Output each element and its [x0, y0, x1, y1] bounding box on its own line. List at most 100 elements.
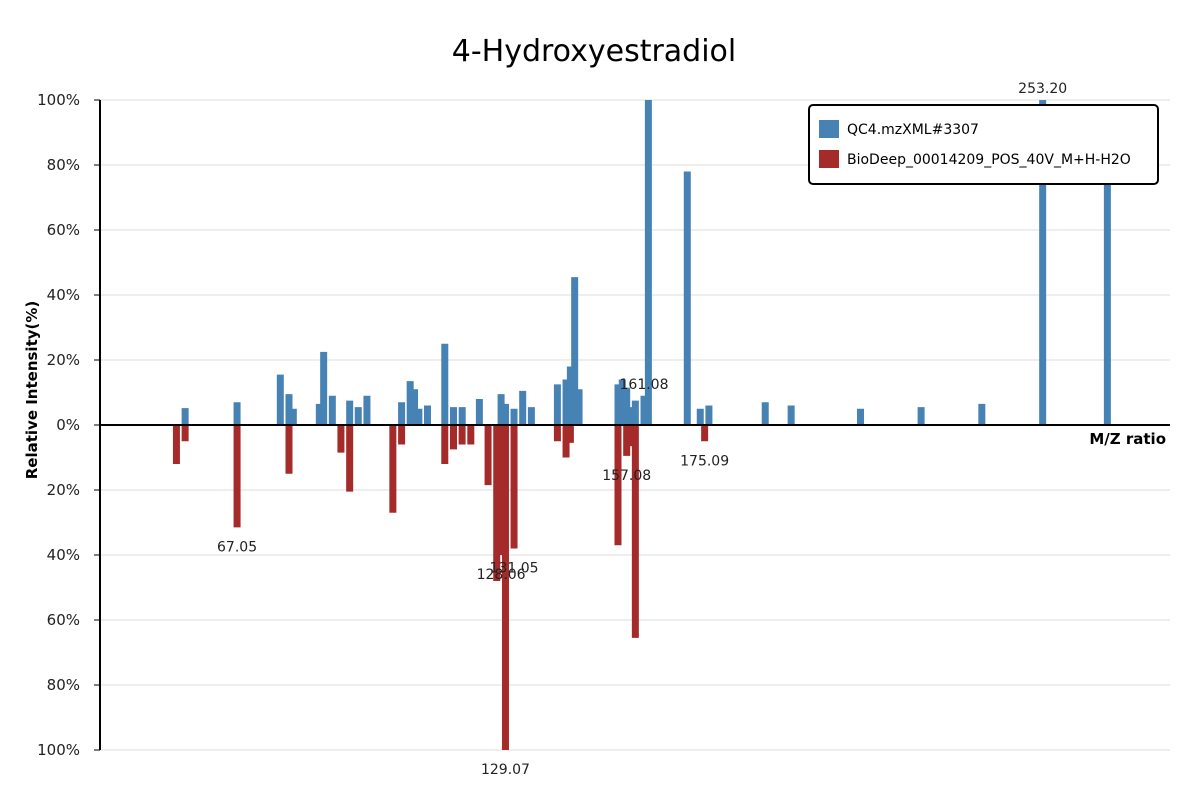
peak-label: 131.05: [490, 561, 539, 577]
bar-qc4: [614, 384, 622, 425]
bar-biodeep: [497, 425, 505, 555]
chart-title: 4-Hydroxyestradiol: [452, 34, 737, 69]
bar-qc4: [527, 407, 535, 425]
bar-qc4: [705, 405, 713, 425]
bar-qc4: [519, 390, 527, 425]
bar-qc4: [575, 389, 583, 425]
bar-biodeep: [701, 425, 709, 442]
bar-biodeep: [458, 425, 466, 445]
bar-qc4: [761, 402, 769, 425]
y-tick-label: 20%: [47, 351, 80, 369]
bar-biodeep: [627, 425, 635, 447]
y-tick-label: 0%: [56, 416, 80, 434]
bar-qc4: [571, 277, 579, 425]
legend: QC4.mzXML#3307 BioDeep_00014209_POS_40V_…: [808, 104, 1159, 185]
peak-label: 161.08: [620, 377, 669, 393]
y-tick-label: 20%: [47, 481, 80, 499]
bar-qc4: [276, 374, 284, 425]
bar-qc4: [623, 387, 631, 425]
peak-label: 157.08: [602, 468, 651, 484]
peak-label: 175.09: [680, 453, 729, 469]
bar-biodeep: [510, 425, 518, 549]
legend-swatch-biodeep: [819, 150, 839, 168]
bar-qc4: [627, 407, 635, 425]
bar-qc4: [1039, 100, 1047, 425]
bar-qc4: [696, 408, 704, 425]
bar-qc4: [406, 381, 414, 425]
bar-qc4: [475, 399, 483, 425]
bar-qc4: [917, 407, 925, 425]
y-tick-label: 100%: [37, 91, 80, 109]
bar-qc4: [618, 379, 626, 425]
peak-label: 253.20: [1018, 81, 1067, 97]
bar-qc4: [787, 405, 795, 425]
peak-label: 128.06: [477, 567, 526, 583]
legend-swatch-qc4: [819, 120, 839, 138]
bar-qc4: [553, 384, 561, 425]
y-tick-label: 80%: [47, 676, 80, 694]
bar-qc4: [289, 408, 297, 425]
y-axis-title: Relative Intensity(%): [23, 301, 41, 480]
bar-qc4: [978, 403, 986, 425]
bar-biodeep: [566, 425, 574, 443]
bar-qc4: [233, 402, 241, 425]
bar-biodeep: [553, 425, 561, 442]
legend-box: [808, 104, 1159, 185]
bar-qc4: [510, 408, 518, 425]
bar-qc4: [398, 402, 406, 425]
bar-biodeep: [398, 425, 406, 445]
bar-qc4: [363, 395, 371, 425]
bar-biodeep: [562, 425, 570, 458]
bars: [172, 100, 1111, 750]
bar-biodeep: [449, 425, 457, 450]
y-tick-labels: 100% 80% 60% 40% 20% 0% 20% 40% 60% 80% 100%: [37, 91, 100, 759]
bar-biodeep: [614, 425, 622, 546]
bar-qc4: [449, 407, 457, 425]
peak-label: 129.07: [481, 762, 530, 778]
bar-biodeep: [467, 425, 475, 445]
bar-biodeep: [172, 425, 180, 464]
y-tick-label: 100%: [37, 741, 80, 759]
bar-qc4: [644, 100, 652, 425]
bar-qc4: [562, 379, 570, 425]
bar-qc4: [566, 366, 574, 425]
x-axis-title: M/Z ratio: [1089, 430, 1166, 448]
bar-qc4: [501, 403, 509, 425]
bar-qc4: [458, 407, 466, 425]
bar-qc4: [441, 343, 449, 425]
bar-qc4: [497, 394, 505, 425]
bar-biodeep: [346, 425, 354, 492]
legend-label-biodeep: BioDeep_00014209_POS_40V_M+H-H2O: [847, 152, 1131, 168]
bar-qc4: [631, 400, 639, 425]
y-tick-label: 80%: [47, 156, 80, 174]
y-tick-label: 40%: [47, 286, 80, 304]
bar-qc4: [320, 351, 328, 425]
bar-qc4: [315, 403, 323, 425]
bar-qc4: [423, 405, 431, 425]
bar-biodeep: [233, 425, 241, 528]
bar-biodeep: [623, 425, 631, 456]
bar-qc4: [285, 394, 293, 425]
bar-qc4: [415, 408, 423, 425]
legend-label-qc4: QC4.mzXML#3307: [847, 122, 979, 138]
bar-qc4: [857, 408, 865, 425]
y-tick-label: 60%: [47, 221, 80, 239]
bar-qc4: [1103, 171, 1111, 425]
bar-qc4: [354, 407, 362, 425]
bar-biodeep: [631, 425, 639, 638]
bar-qc4: [346, 400, 354, 425]
bar-biodeep: [285, 425, 293, 474]
bar-biodeep: [337, 425, 345, 453]
bar-qc4: [640, 395, 648, 425]
bar-biodeep: [493, 425, 501, 581]
bar-biodeep: [484, 425, 492, 486]
bar-qc4: [683, 171, 691, 425]
bar-qc4: [328, 395, 336, 425]
axes: [99, 100, 1170, 750]
peak-label: 67.05: [217, 539, 257, 555]
bar-biodeep: [441, 425, 449, 464]
bar-qc4: [181, 408, 189, 425]
y-tick-label: 60%: [47, 611, 80, 629]
